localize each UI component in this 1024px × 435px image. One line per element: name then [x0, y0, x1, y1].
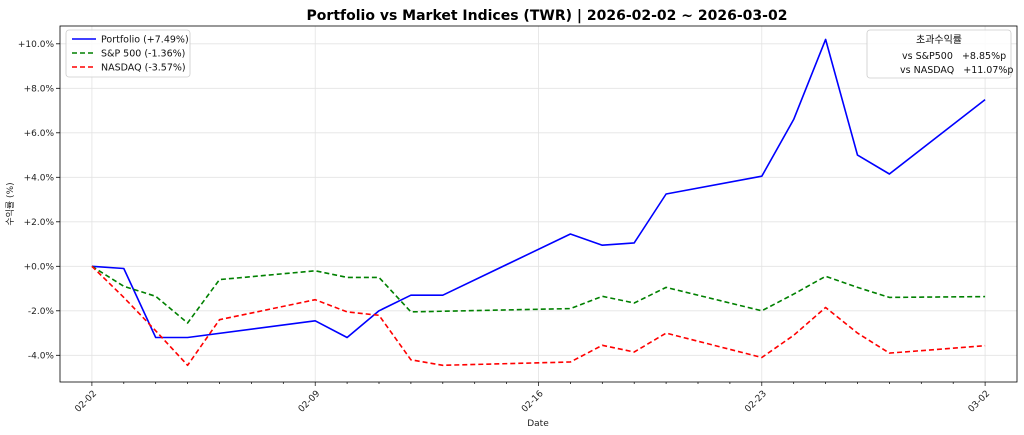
series-line-1	[91, 265, 986, 324]
y-tick-label: +4.0%	[24, 173, 55, 183]
legend-label-2: NASDAQ (-3.57%)	[101, 63, 186, 74]
x-tick-label: 02-23	[743, 389, 769, 415]
y-tick-label: +6.0%	[24, 129, 55, 139]
x-axis-label: Date	[527, 419, 549, 429]
y-tick-label: +2.0%	[24, 218, 55, 228]
excess-vs-sp500: vs S&P500 +8.85%p	[902, 51, 1006, 62]
series-line-0	[91, 38, 986, 339]
series-layer	[91, 38, 986, 367]
x-tick-label: 02-09	[297, 389, 323, 415]
x-tick-label: 03-02	[967, 389, 993, 415]
excess-box-frame	[866, 29, 1012, 79]
y-tick-label: -2.0%	[28, 307, 55, 317]
legend-label-1: S&P 500 (-1.36%)	[101, 49, 185, 60]
y-tick-label: +10.0%	[18, 40, 55, 50]
excess-box-title: 초과수익률	[916, 34, 962, 46]
y-tick-label: +0.0%	[24, 262, 55, 272]
series-line-2	[91, 265, 986, 367]
y-tick-label: +8.0%	[24, 84, 55, 94]
x-tick-label: 02-02	[73, 389, 99, 415]
legend: Portfolio (+7.49%) S&P 500 (-1.36%) NASDAQ…	[65, 29, 191, 78]
y-axis: -4.0% -2.0% +0.0% +2.0% +4.0% +6.0% +8.0% +10.0…	[18, 40, 60, 361]
x-axis: 02-02 02-09 02-16 02-23 03-02	[73, 382, 992, 415]
excess-return-box: 초과수익률 vs S&P500 +8.85%p vs NASDAQ +11.07…	[866, 29, 1013, 79]
legend-frame	[65, 29, 191, 78]
x-tick-label: 02-16	[520, 389, 546, 415]
chart-title: Portfolio vs Market Indices (TWR) | 2026…	[307, 8, 788, 24]
legend-label-0: Portfolio (+7.49%)	[101, 35, 189, 46]
y-axis-label: 수익률 (%)	[4, 182, 16, 225]
y-tick-label: -4.0%	[28, 351, 55, 361]
excess-vs-nasdaq: vs NASDAQ +11.07%p	[900, 65, 1013, 76]
grid	[60, 26, 1017, 382]
